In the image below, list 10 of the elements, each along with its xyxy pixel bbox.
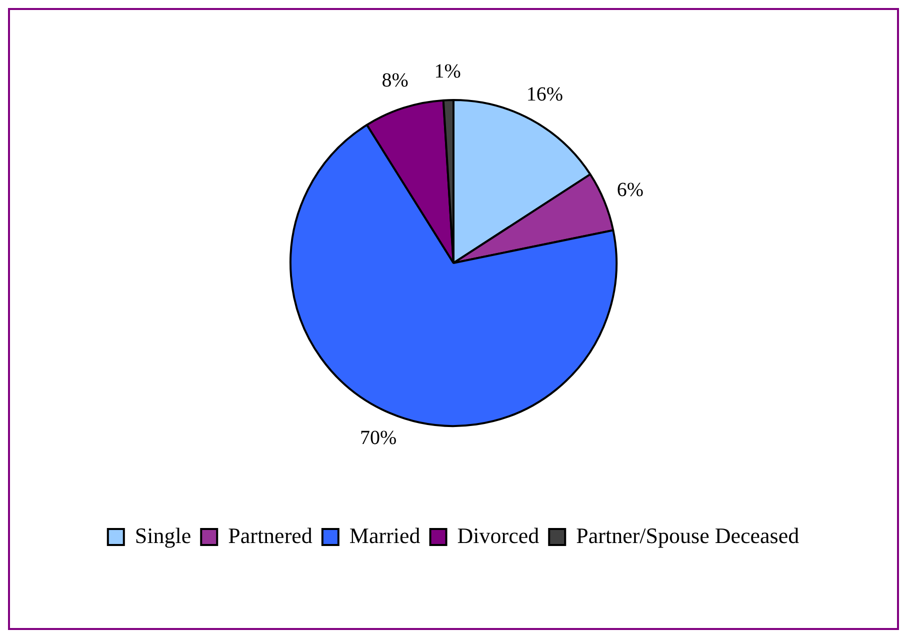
legend-label: Married xyxy=(349,522,420,548)
data-label: 1% xyxy=(434,60,461,82)
legend-label: Partner/Spouse Deceased xyxy=(576,522,800,548)
legend-label: Partnered xyxy=(228,522,312,548)
data-label: 6% xyxy=(616,178,644,201)
data-label: 8% xyxy=(382,69,408,92)
legend-label: Divorced xyxy=(457,522,540,548)
data-label: 70% xyxy=(360,426,397,449)
data-label: 16% xyxy=(526,83,564,106)
legend-label: Single xyxy=(134,522,192,548)
